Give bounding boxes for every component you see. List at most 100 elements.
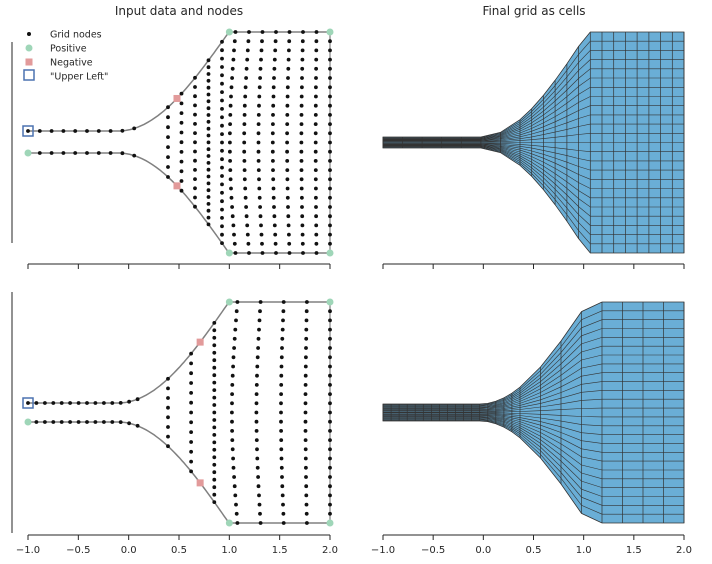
grid-node	[257, 195, 262, 200]
cell-edge-horizontal	[383, 337, 684, 407]
grid-node	[258, 511, 262, 516]
cell-edge-horizontal	[383, 114, 684, 142]
grid-node	[279, 355, 284, 360]
cell-edge-horizontal	[383, 418, 684, 497]
cell-edge-horizontal	[383, 354, 684, 409]
grid-node	[212, 410, 217, 415]
grid-node	[328, 419, 332, 424]
grid-node	[300, 76, 304, 80]
grid-node	[272, 76, 276, 80]
grid-node	[258, 76, 262, 80]
grid-node	[314, 30, 319, 34]
grid-node	[220, 207, 224, 212]
grid-node	[110, 420, 115, 424]
grid-node	[301, 30, 305, 34]
grid-node	[220, 224, 224, 229]
grid-node	[271, 195, 276, 200]
grid-node	[230, 66, 235, 71]
grid-node	[313, 149, 318, 154]
grid-node	[166, 386, 170, 391]
grid-node	[314, 195, 318, 200]
grid-node	[271, 177, 276, 182]
grid-node	[179, 188, 184, 193]
grid-node	[303, 438, 308, 442]
grid-node	[212, 418, 217, 422]
grid-node	[260, 241, 264, 246]
grid-node	[270, 149, 275, 154]
grid-node	[233, 493, 238, 498]
grid-node	[85, 420, 89, 424]
grid-node	[299, 140, 304, 145]
grid-node	[285, 140, 289, 145]
grid-node	[212, 335, 217, 340]
grid-node	[258, 214, 263, 219]
grid-node	[220, 216, 224, 220]
grid-node	[206, 106, 211, 111]
grid-node	[212, 485, 217, 490]
grid-node	[228, 149, 232, 154]
grid-node	[230, 76, 235, 80]
grid-node	[61, 151, 66, 155]
grid-node	[281, 511, 286, 516]
grid-node	[189, 400, 194, 405]
grid-node	[193, 195, 197, 200]
grid-node	[189, 361, 194, 366]
grid-node	[234, 309, 239, 314]
grid-node	[314, 57, 319, 62]
grid-node	[285, 195, 290, 200]
x-tick-label: −0.5	[421, 545, 445, 556]
grid-node	[271, 85, 276, 90]
grid-node	[34, 401, 39, 405]
grid-node	[258, 300, 263, 304]
grid-node	[49, 129, 54, 133]
grid-node	[189, 430, 194, 434]
grid-node	[287, 241, 292, 246]
grid-node	[304, 502, 309, 507]
grid-node	[301, 251, 305, 255]
grid-node	[299, 122, 304, 126]
grid-node	[96, 151, 101, 155]
x-tick-label: 1.5	[272, 545, 288, 556]
grid-node	[206, 147, 211, 152]
grid-node	[299, 131, 304, 136]
grid-node	[314, 48, 319, 53]
grid-node	[193, 140, 197, 145]
grid-node	[220, 165, 224, 170]
grid-node	[68, 401, 72, 405]
boundary-lower-line	[28, 421, 330, 524]
grid-node	[102, 420, 106, 424]
grid-node	[299, 168, 304, 173]
grid-node	[193, 112, 197, 117]
grid-node	[229, 85, 234, 90]
grid-node	[230, 447, 235, 452]
grid-node	[43, 420, 47, 424]
grid-node	[166, 115, 170, 120]
grid-node	[212, 447, 217, 452]
grid-node	[179, 130, 184, 135]
grid-node	[254, 383, 259, 387]
grid-node	[299, 149, 304, 154]
grid-node	[259, 57, 263, 62]
grid-node	[328, 186, 332, 191]
grid-node	[328, 475, 332, 479]
grid-node	[254, 438, 259, 442]
grid-node	[328, 346, 332, 350]
grid-node	[328, 39, 332, 44]
x-tick-label: 2.0	[322, 545, 338, 556]
grid-node	[286, 57, 291, 62]
positive-point	[225, 28, 233, 36]
grid-node	[314, 186, 318, 191]
grid-node	[286, 66, 291, 71]
grid-node	[313, 103, 318, 108]
grid-node	[206, 208, 211, 213]
grid-node	[304, 475, 308, 479]
grid-node	[328, 223, 332, 228]
grid-node	[231, 364, 236, 369]
cell-edge-horizontal	[383, 412, 684, 418]
grid-node	[287, 251, 292, 255]
grid-node	[314, 223, 319, 228]
grid-node	[279, 383, 284, 387]
grid-node	[328, 410, 332, 415]
grid-node	[328, 355, 332, 360]
